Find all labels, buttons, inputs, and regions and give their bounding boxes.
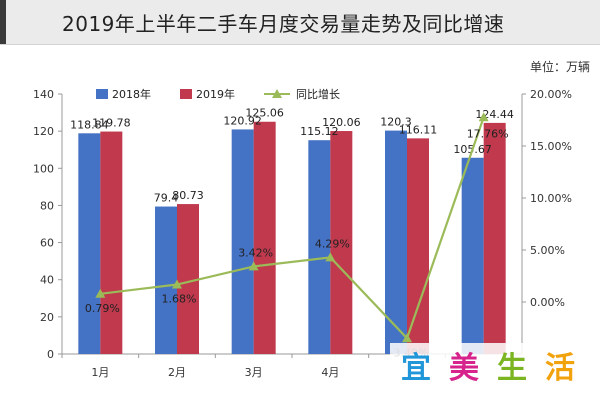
logo-char-3: 生 bbox=[497, 351, 527, 386]
y-tick-label-right: 5.00% bbox=[530, 244, 565, 257]
chart-title: 2019年上半年二手车月度交易量走势及同比增速 bbox=[62, 12, 505, 36]
bar-2018 bbox=[155, 206, 177, 354]
growth-label: 17.76% bbox=[467, 127, 509, 140]
y-tick-label-right: 10.00% bbox=[530, 192, 572, 205]
growth-marker bbox=[172, 279, 182, 289]
growth-label: 1.68% bbox=[162, 293, 197, 306]
x-tick-label: 3月 bbox=[245, 366, 263, 379]
logo-char-1: 宜 bbox=[401, 351, 431, 386]
data-label-2018: 115.12 bbox=[300, 125, 339, 138]
y-tick-label-left: 140 bbox=[33, 88, 54, 101]
logo-char-2: 美 bbox=[449, 351, 479, 386]
y-tick-label-left: 20 bbox=[40, 311, 54, 324]
legend-swatch bbox=[180, 89, 192, 99]
y-tick-label-left: 100 bbox=[33, 162, 54, 175]
y-tick-label-left: 80 bbox=[40, 199, 54, 212]
y-tick-label-left: 60 bbox=[40, 237, 54, 250]
bar-2018 bbox=[385, 130, 407, 354]
legend-swatch bbox=[96, 89, 108, 99]
bar-2018 bbox=[461, 157, 484, 354]
data-label-2018: 118.84 bbox=[70, 118, 109, 131]
legend-label: 2019年 bbox=[196, 87, 235, 101]
legend-label: 2018年 bbox=[112, 87, 151, 101]
data-label-2018: 120.92 bbox=[223, 114, 262, 127]
x-tick-label: 4月 bbox=[321, 366, 339, 379]
data-label-2018: 120.3 bbox=[380, 116, 412, 129]
growth-marker bbox=[325, 252, 336, 262]
title-bar: 2019年上半年二手车月度交易量走势及同比增速 bbox=[0, 0, 600, 45]
bar-2019 bbox=[100, 131, 123, 354]
data-label-2019: 119.78 bbox=[92, 117, 131, 130]
y-tick-label-right: 20.00% bbox=[530, 88, 572, 101]
bar-2019 bbox=[407, 138, 429, 354]
x-tick-label: 1月 bbox=[91, 366, 109, 379]
y-tick-label-left: 120 bbox=[33, 125, 54, 138]
growth-marker bbox=[248, 261, 259, 271]
y-tick-label-right: 15.00% bbox=[530, 140, 572, 153]
data-label-2019: 80.73 bbox=[172, 189, 204, 202]
growth-marker bbox=[95, 288, 106, 298]
bar-2018 bbox=[308, 140, 331, 354]
logo-char-4: 活 bbox=[545, 351, 575, 386]
bar-2018 bbox=[231, 129, 254, 354]
bar-2019 bbox=[253, 121, 276, 354]
growth-marker bbox=[402, 333, 412, 343]
y-tick-label-left: 40 bbox=[40, 274, 54, 287]
bar-2019 bbox=[330, 131, 353, 354]
growth-marker bbox=[478, 112, 489, 122]
title-accent bbox=[0, 0, 6, 44]
data-label-2019: 116.11 bbox=[399, 123, 438, 136]
bar-2018 bbox=[78, 133, 101, 354]
y-tick-label-right: 0.00% bbox=[530, 296, 565, 309]
legend-label: 同比增长 bbox=[296, 87, 340, 101]
bar-2019 bbox=[177, 204, 199, 354]
growth-label: 0.79% bbox=[85, 302, 120, 315]
y-tick-label-left: 0 bbox=[47, 348, 54, 361]
growth-label: 3.42% bbox=[238, 246, 273, 259]
data-label-2019: 120.06 bbox=[322, 116, 361, 129]
bar-2019 bbox=[483, 122, 506, 354]
growth-label: 4.29% bbox=[315, 237, 350, 250]
legend-marker bbox=[272, 89, 282, 98]
unit-label: 单位：万辆 bbox=[529, 60, 590, 74]
growth-line bbox=[100, 116, 485, 341]
watermark-logo: 宜 美 生 活 bbox=[390, 343, 590, 395]
data-label-2018: 79.4 bbox=[154, 192, 179, 205]
x-tick-label: 2月 bbox=[168, 366, 186, 379]
data-label-2019: 125.06 bbox=[245, 107, 284, 120]
